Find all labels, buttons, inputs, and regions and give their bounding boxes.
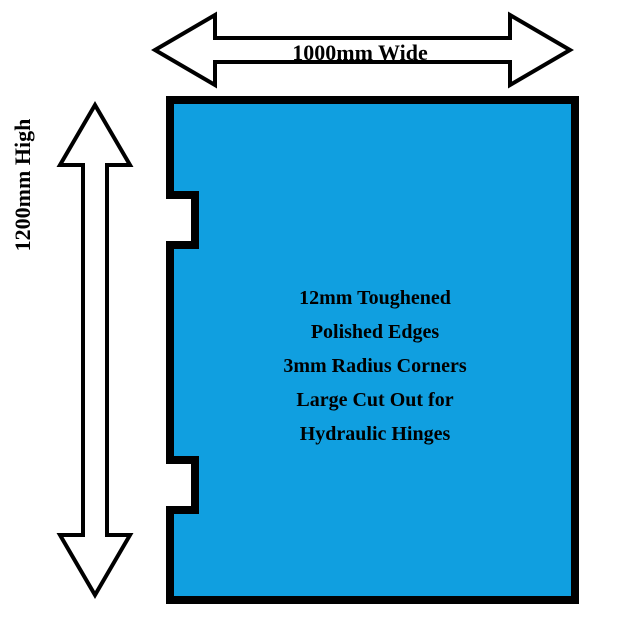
height-label: 1200mm High bbox=[10, 15, 36, 355]
spec-line-1: 12mm Toughened bbox=[205, 282, 545, 314]
spec-line-2: Polished Edges bbox=[205, 316, 545, 348]
spec-line-3: 3mm Radius Corners bbox=[205, 350, 545, 382]
spec-line-5: Hydraulic Hinges bbox=[205, 418, 545, 450]
height-arrow bbox=[60, 105, 130, 595]
spec-line-4: Large Cut Out for bbox=[205, 384, 545, 416]
width-label: 1000mm Wide bbox=[210, 40, 510, 66]
spec-block: 12mm Toughened Polished Edges 3mm Radius… bbox=[205, 280, 545, 452]
